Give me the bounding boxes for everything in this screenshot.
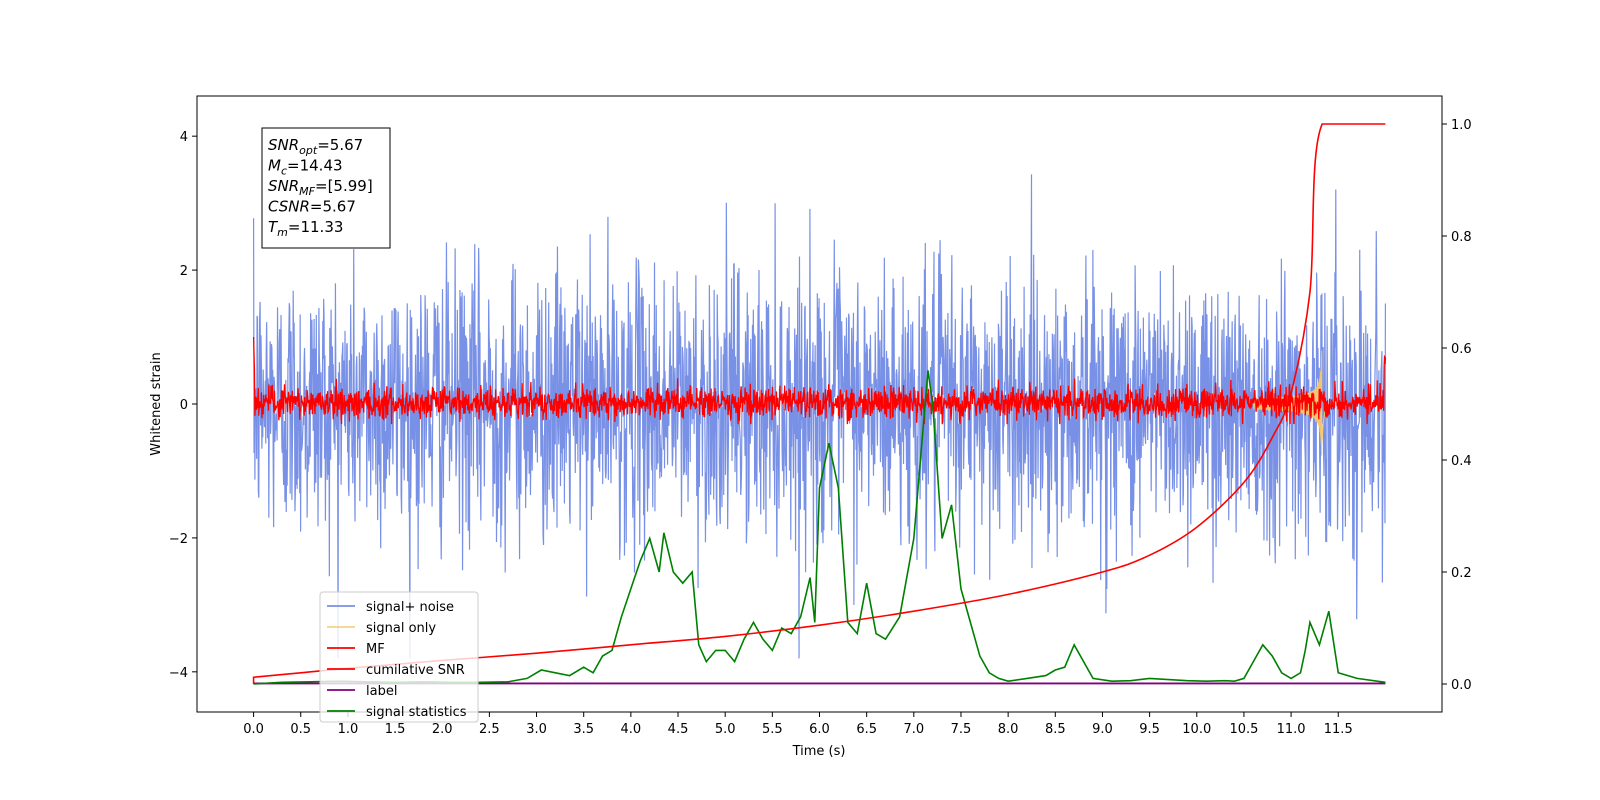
y-tick-label: −4 — [169, 666, 188, 681]
y-axis: −4 −2 0 2 4 — [169, 130, 197, 681]
legend-frame — [319, 591, 479, 723]
annotation-line: SNRMF=[5.99] — [268, 177, 373, 198]
x-tick-label: 10.5 — [1229, 722, 1258, 737]
y-tick-label: 0 — [180, 398, 188, 413]
legend-label: MF — [366, 642, 385, 657]
legend-label: signal statistics — [366, 705, 467, 720]
y-axis-label: Whitened strain — [149, 352, 164, 455]
x-tick-label: 9.5 — [1139, 722, 1160, 737]
x-axis: 0.0 0.5 1.0 1.5 2.0 2.5 3.0 3.5 4.0 4.5 5.0 5.5 6.0 6… — [243, 712, 1353, 737]
x-tick-label: 2.5 — [479, 722, 500, 737]
x-tick-label: 2.0 — [432, 722, 453, 737]
y-tick-label: 4 — [180, 130, 188, 145]
legend-label: signal+ noise — [366, 600, 454, 615]
x-tick-label: 0.5 — [290, 722, 311, 737]
series-mf — [252, 337, 1387, 425]
y-tick-label: −2 — [169, 532, 188, 547]
legend-label: cumilative SNR — [366, 663, 465, 678]
y2-tick-label: 0.6 — [1451, 342, 1472, 357]
annotation-line: Tm=11.33 — [268, 218, 343, 239]
y2-tick-label: 1.0 — [1451, 118, 1472, 133]
x-tick-label: 1.0 — [338, 722, 359, 737]
legend-label: label — [366, 684, 397, 699]
x-tick-label: 4.0 — [621, 722, 642, 737]
x-tick-label: 5.0 — [715, 722, 736, 737]
legend-label: signal only — [366, 621, 436, 636]
x-tick-label: 0.0 — [243, 722, 264, 737]
x-tick-label: 9.0 — [1092, 722, 1113, 737]
annotation-box: SNRopt=5.67Mc=14.43SNRMF=[5.99]CSNR=5.67… — [261, 127, 391, 249]
annotation-frame — [261, 127, 391, 249]
y-tick-label: 2 — [180, 264, 188, 279]
x-tick-label: 6.0 — [809, 722, 830, 737]
x-tick-label: 6.5 — [856, 722, 877, 737]
x-tick-label: 3.5 — [573, 722, 594, 737]
x-tick-label: 3.0 — [526, 722, 547, 737]
x-tick-label: 7.5 — [951, 722, 972, 737]
x-tick-label: 1.5 — [385, 722, 406, 737]
x-tick-label: 7.0 — [903, 722, 924, 737]
x-tick-label: 8.0 — [998, 722, 1019, 737]
x-tick-label: 10.0 — [1182, 722, 1211, 737]
x-tick-label: 8.5 — [1045, 722, 1066, 737]
y2-tick-label: 0.2 — [1451, 566, 1472, 581]
x-tick-label: 11.0 — [1277, 722, 1306, 737]
x-axis-label: Time (s) — [792, 744, 846, 759]
series-signal-noise — [252, 174, 1387, 659]
x-tick-label: 4.5 — [668, 722, 689, 737]
x-tick-label: 5.5 — [762, 722, 783, 737]
annotation-line: CSNR=5.67 — [268, 198, 356, 216]
x-tick-label: 11.5 — [1324, 722, 1353, 737]
y2-tick-label: 0.0 — [1451, 678, 1472, 693]
y2-axis: 0.0 0.2 0.4 0.6 0.8 1.0 — [1442, 118, 1472, 693]
y2-tick-label: 0.8 — [1451, 230, 1472, 245]
annotation-line: Mc=14.43 — [268, 157, 343, 178]
series-signal-statistics — [253, 370, 1386, 685]
y2-tick-label: 0.4 — [1451, 454, 1472, 469]
legend: signal+ noise signal only MF cumilative SNR… — [319, 591, 479, 723]
annotation-line: SNRopt=5.67 — [268, 136, 363, 157]
